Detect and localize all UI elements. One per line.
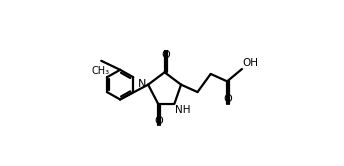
Text: O: O [224, 94, 232, 104]
Text: O: O [161, 50, 170, 60]
Text: O: O [154, 116, 163, 126]
Text: NH: NH [175, 105, 191, 115]
Text: N: N [138, 79, 146, 89]
Text: CH₃: CH₃ [91, 66, 109, 76]
Text: OH: OH [243, 58, 259, 68]
